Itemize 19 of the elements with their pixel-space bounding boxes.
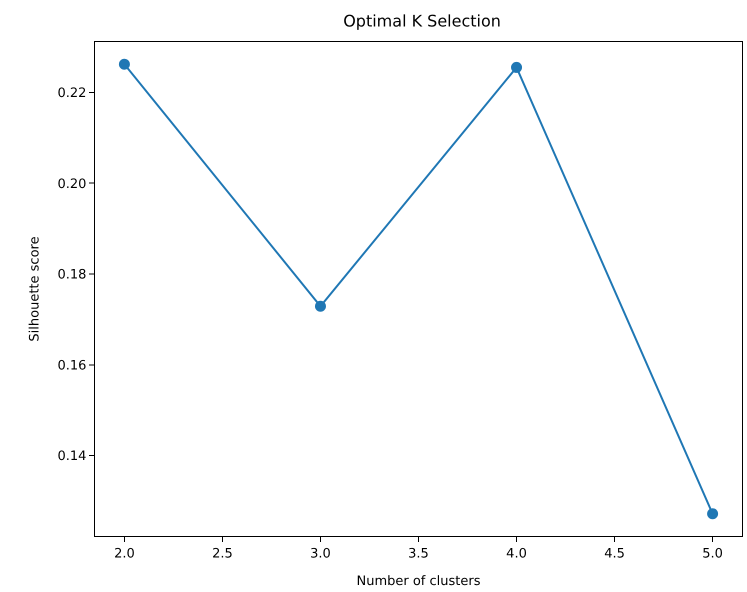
x-tick-label: 5.0 [702, 546, 723, 562]
x-tick-label: 2.5 [212, 546, 233, 562]
point [707, 508, 718, 520]
x-tick-label: 4.0 [506, 546, 527, 562]
y-tick-label: 0.22 [57, 86, 86, 101]
chart-title: Optimal K Selection [343, 11, 501, 30]
y-tick-label: 0.20 [57, 176, 86, 192]
x-tick-label: 2.0 [114, 546, 135, 562]
point [118, 58, 130, 70]
y-tick-label: 0.16 [57, 358, 86, 374]
x-axis-title: Number of clusters [356, 574, 481, 590]
x-tick-label: 4.5 [604, 546, 625, 562]
y-tick-label: 0.14 [57, 449, 86, 464]
x-tick-label: 3.0 [310, 546, 331, 562]
point [314, 300, 326, 312]
y-tick-label: 0.18 [57, 268, 86, 283]
x-tick-label: 3.5 [408, 546, 429, 562]
point [511, 62, 522, 73]
y-axis-title: Silhouette score [27, 236, 42, 342]
